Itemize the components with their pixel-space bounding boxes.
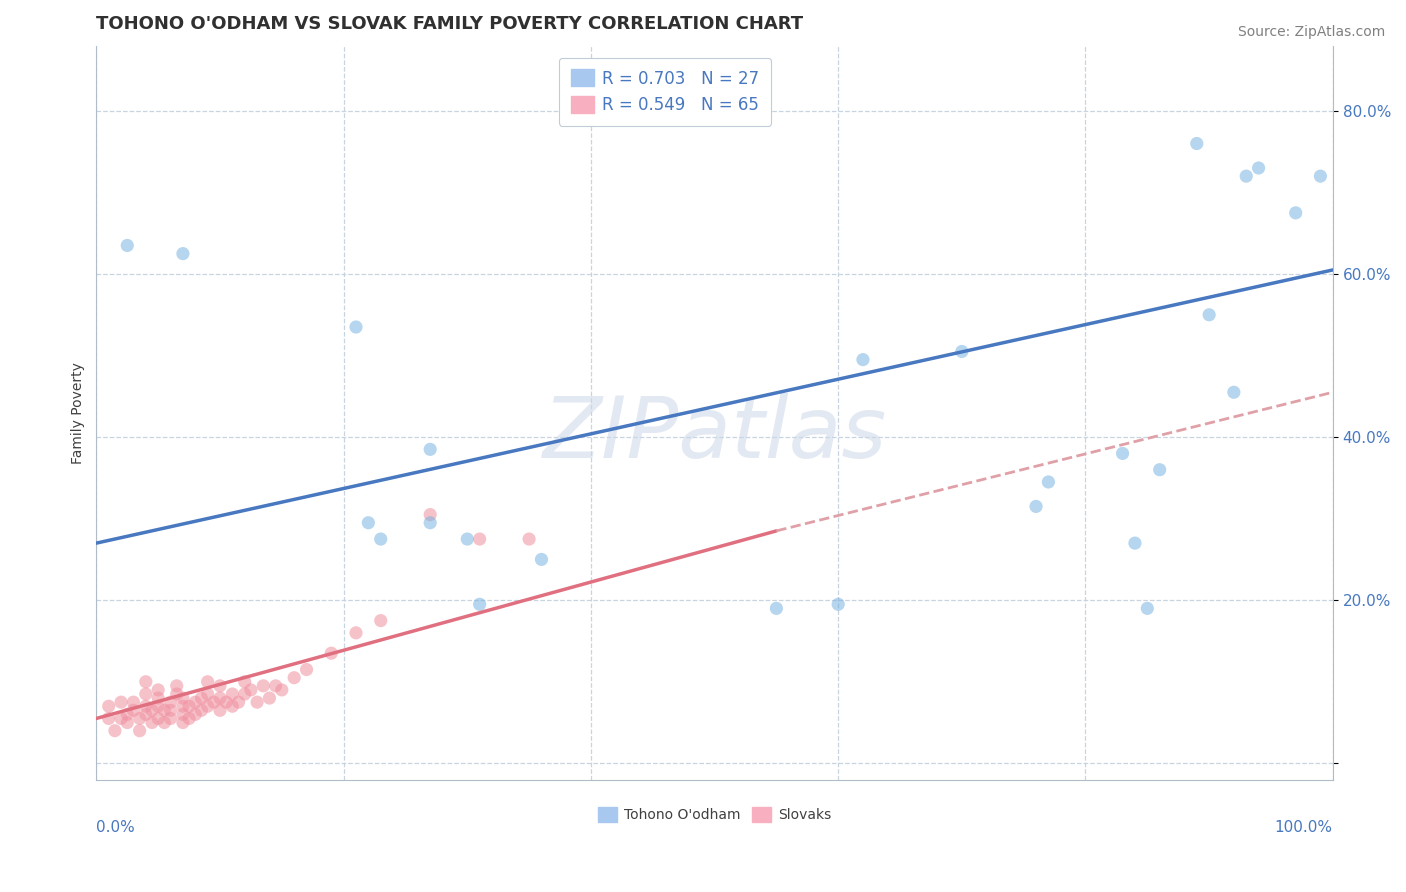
Point	[197, 674, 219, 689]
Point	[1198, 308, 1220, 322]
Point	[153, 703, 176, 717]
Point	[122, 695, 145, 709]
Point	[468, 597, 491, 611]
Point	[419, 442, 441, 457]
Point	[184, 695, 207, 709]
Point	[1149, 463, 1171, 477]
Point	[122, 703, 145, 717]
Point	[117, 715, 139, 730]
Point	[190, 703, 212, 717]
Point	[264, 679, 287, 693]
Text: Source: ZipAtlas.com: Source: ZipAtlas.com	[1237, 25, 1385, 39]
Point	[419, 508, 441, 522]
Text: 0.0%: 0.0%	[97, 820, 135, 835]
Point	[190, 691, 212, 706]
Point	[1285, 206, 1308, 220]
Point	[215, 695, 238, 709]
Point	[852, 352, 875, 367]
Point	[135, 674, 157, 689]
Point	[208, 703, 231, 717]
Point	[344, 625, 367, 640]
Point	[419, 516, 441, 530]
Point	[252, 679, 274, 693]
Point	[172, 699, 194, 714]
Text: 100.0%: 100.0%	[1275, 820, 1333, 835]
Point	[128, 723, 150, 738]
Legend: Tohono O'odham, Slovaks: Tohono O'odham, Slovaks	[592, 802, 837, 828]
Point	[177, 711, 200, 725]
Point	[172, 707, 194, 722]
Point	[221, 687, 243, 701]
Point	[827, 597, 849, 611]
Point	[765, 601, 787, 615]
Y-axis label: Family Poverty: Family Poverty	[72, 362, 86, 464]
Point	[197, 687, 219, 701]
Point	[1185, 136, 1208, 151]
Point	[1111, 446, 1133, 460]
Point	[370, 532, 392, 546]
Point	[141, 715, 163, 730]
Point	[1247, 161, 1270, 175]
Point	[321, 646, 343, 660]
Point	[97, 699, 120, 714]
Point	[228, 695, 250, 709]
Point	[370, 614, 392, 628]
Point	[1234, 169, 1257, 183]
Point	[172, 715, 194, 730]
Point	[159, 711, 181, 725]
Point	[153, 715, 176, 730]
Point	[456, 532, 478, 546]
Point	[233, 687, 256, 701]
Point	[172, 691, 194, 706]
Point	[270, 682, 292, 697]
Point	[159, 695, 181, 709]
Point	[1136, 601, 1159, 615]
Point	[146, 682, 169, 697]
Text: TOHONO O'ODHAM VS SLOVAK FAMILY POVERTY CORRELATION CHART: TOHONO O'ODHAM VS SLOVAK FAMILY POVERTY …	[97, 15, 803, 33]
Point	[517, 532, 540, 546]
Point	[344, 320, 367, 334]
Point	[468, 532, 491, 546]
Point	[135, 687, 157, 701]
Point	[159, 703, 181, 717]
Point	[166, 687, 188, 701]
Point	[110, 711, 132, 725]
Point	[166, 679, 188, 693]
Point	[172, 246, 194, 260]
Point	[208, 679, 231, 693]
Point	[283, 671, 305, 685]
Point	[239, 682, 262, 697]
Point	[197, 699, 219, 714]
Point	[208, 691, 231, 706]
Point	[202, 695, 225, 709]
Point	[530, 552, 553, 566]
Point	[110, 695, 132, 709]
Point	[184, 707, 207, 722]
Point	[135, 707, 157, 722]
Point	[950, 344, 973, 359]
Point	[177, 699, 200, 714]
Text: ZIPatlas: ZIPatlas	[543, 393, 887, 476]
Point	[221, 699, 243, 714]
Point	[357, 516, 380, 530]
Point	[233, 674, 256, 689]
Point	[146, 711, 169, 725]
Point	[135, 699, 157, 714]
Point	[1223, 385, 1246, 400]
Point	[117, 238, 139, 252]
Point	[104, 723, 127, 738]
Point	[97, 711, 120, 725]
Point	[141, 703, 163, 717]
Point	[295, 663, 318, 677]
Point	[259, 691, 281, 706]
Point	[1025, 500, 1047, 514]
Point	[246, 695, 269, 709]
Point	[146, 691, 169, 706]
Point	[1309, 169, 1331, 183]
Point	[1038, 475, 1060, 489]
Point	[1123, 536, 1146, 550]
Point	[117, 707, 139, 722]
Point	[128, 711, 150, 725]
Point	[146, 699, 169, 714]
